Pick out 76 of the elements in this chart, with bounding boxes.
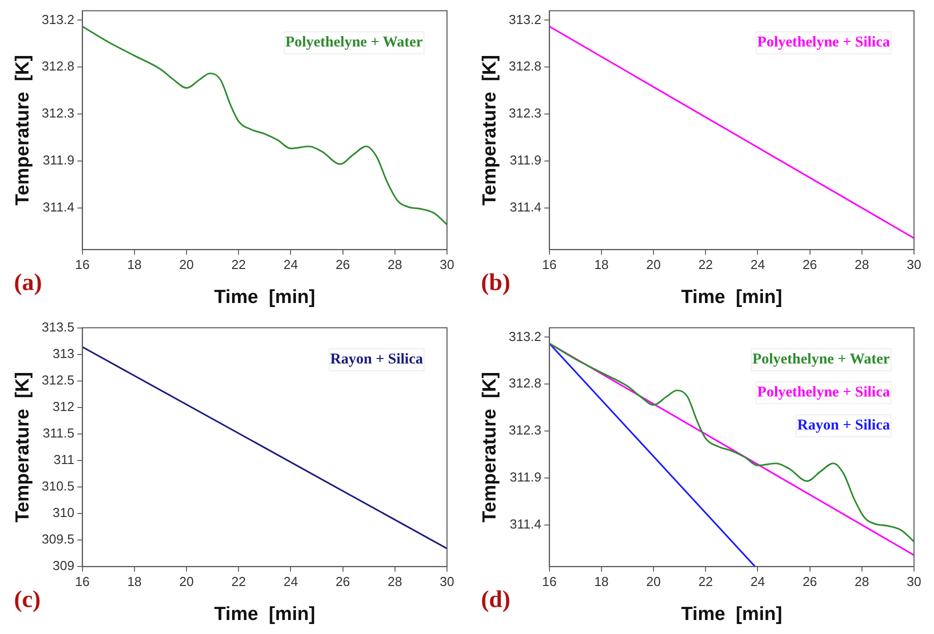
text: Rayon + Silica: [330, 352, 424, 368]
y-tick-label: 313.2: [42, 12, 74, 27]
y-tick-label: 313.2: [508, 12, 542, 27]
x-tick-label: 18: [594, 574, 609, 589]
y-tick-label: 312.5: [42, 372, 74, 388]
x-tick-label: 22: [698, 574, 713, 589]
text: Polyethelyne + Water: [752, 352, 890, 368]
y-axis-title: Temperature [K]: [480, 372, 501, 523]
x-tick-label: 26: [802, 574, 818, 589]
y-tick-label: 311: [54, 452, 74, 468]
y-tick-label: 311.4: [510, 516, 542, 532]
y-tick-label: 311.9: [42, 152, 74, 168]
x-tick-label: 30: [440, 574, 454, 589]
y-tick-label: 310: [52, 505, 74, 520]
x-tick-label: 22: [231, 256, 246, 272]
x-tick-label: 22: [698, 256, 713, 272]
y-tick-label: 312.8: [508, 376, 542, 391]
y-tick-label: 312.8: [508, 58, 542, 74]
x-tick-label: 16: [75, 574, 90, 589]
text: Rayon + Silica: [797, 418, 890, 434]
y-tick-label: 309: [52, 558, 74, 574]
text: (b): [481, 270, 510, 296]
y-axis-title: Temperature [K]: [480, 54, 501, 206]
text: (d): [481, 586, 510, 613]
x-tick-label: 20: [646, 256, 661, 272]
y-tick-label: 313: [52, 346, 74, 361]
y-axis-title: Temperature [K]: [12, 372, 34, 523]
x-tick-label: 24: [283, 574, 298, 589]
x-tick-label: 24: [283, 256, 298, 272]
x-tick-label: 26: [336, 256, 350, 272]
x-tick-label: 28: [854, 256, 870, 272]
x-tick-label: 18: [127, 256, 142, 272]
x-tick-label: 24: [750, 256, 765, 272]
y-tick-label: 311.9: [510, 152, 542, 168]
x-tick-label: 30: [440, 256, 454, 272]
x-tick-label: 22: [231, 574, 246, 589]
y-tick-label: 312.3: [42, 106, 74, 121]
y-axis-title: Temperature [K]: [12, 54, 34, 206]
text: (c): [14, 586, 41, 613]
y-tick-label: 312: [52, 398, 74, 414]
x-tick-label: 26: [802, 256, 818, 272]
x-tick-label: 30: [906, 574, 922, 589]
y-tick-label: 313.5: [42, 319, 74, 334]
x-tick-label: 16: [542, 256, 557, 272]
x-tick-label: 18: [127, 574, 142, 589]
x-tick-label: 26: [336, 574, 350, 589]
x-tick-label: 20: [646, 574, 661, 589]
x-axis-title: Time [min]: [681, 286, 782, 308]
y-tick-label: 312.3: [508, 106, 542, 121]
y-tick-label: 311.4: [510, 199, 542, 214]
x-tick-label: 20: [179, 256, 194, 272]
x-tick-label: 28: [388, 574, 402, 589]
x-axis-title: Time [min]: [214, 286, 316, 308]
x-axis-title: Time [min]: [214, 604, 316, 625]
y-tick-label: 311.5: [42, 426, 74, 441]
y-tick-label: 312.8: [42, 58, 74, 74]
y-tick-label: 312.3: [508, 422, 542, 438]
text: Polyethelyne + Silica: [757, 384, 890, 401]
x-tick-label: 30: [906, 256, 922, 272]
line-series: [82, 26, 447, 226]
text: Polyethelyne + Silica: [757, 34, 890, 51]
y-tick-label: 311.9: [510, 470, 542, 485]
y-tick-label: 311.4: [42, 199, 74, 214]
text: Polyethelyne + Water: [285, 34, 424, 51]
y-tick-label: 310.5: [42, 478, 74, 494]
x-tick-label: 28: [854, 574, 870, 589]
x-tick-label: 16: [75, 256, 90, 272]
x-tick-label: 16: [542, 574, 557, 589]
y-tick-label: 313.2: [508, 328, 542, 344]
text: (a): [14, 270, 42, 296]
x-tick-label: 20: [179, 574, 194, 589]
x-tick-label: 18: [594, 256, 609, 272]
x-axis-title: Time [min]: [681, 604, 782, 625]
y-tick-label: 309.5: [42, 532, 74, 547]
x-tick-label: 28: [388, 256, 402, 272]
x-tick-label: 24: [750, 574, 765, 589]
